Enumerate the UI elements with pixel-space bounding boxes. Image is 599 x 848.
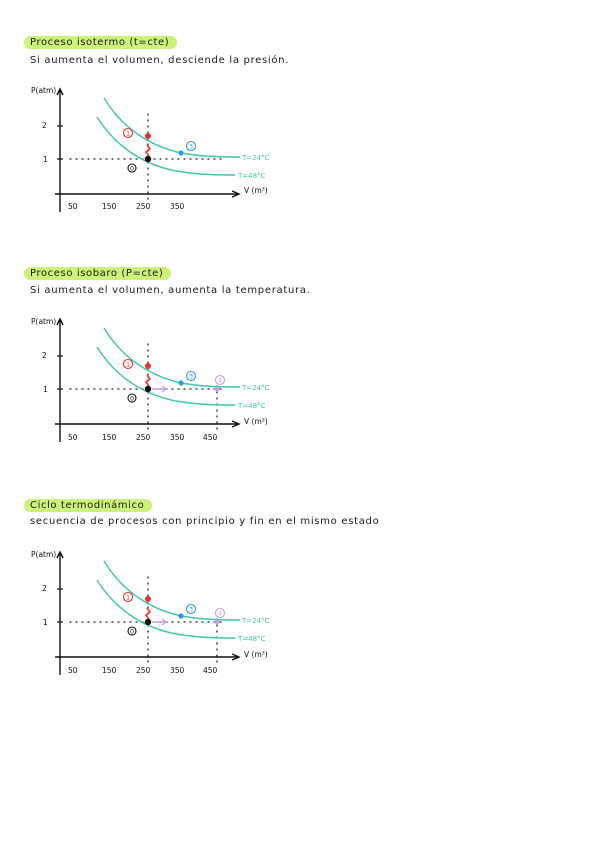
state-3-marker: [185, 370, 197, 382]
state-0-marker: [127, 626, 137, 636]
x-axis-arrow-icon: [231, 420, 241, 428]
state-3-point: [178, 380, 184, 386]
y-tick-label: 2: [42, 584, 47, 593]
isotherm-48: [96, 579, 236, 639]
pv-diagram: P(atm) V (m³) 2 1 50 150 250 350 450 T=2…: [31, 550, 270, 675]
x-tick-label: 350: [170, 202, 185, 211]
state-1-marker: [122, 591, 134, 603]
y-axis-label: P(atm): [31, 86, 56, 95]
section-description: Si aumenta el volumen, aumenta la temper…: [30, 285, 311, 296]
y-axis-label: P(atm): [31, 317, 56, 326]
section-title: Proceso isobaro (P=cte): [24, 267, 172, 280]
arrow-0-to-1-icon: [144, 144, 152, 157]
state-0-label: 0: [130, 165, 134, 173]
section-description: secuencia de procesos con principio y fi…: [30, 516, 380, 527]
x-tick-label: 250: [136, 433, 151, 442]
curve-label-48: T=48°C: [237, 172, 266, 180]
arrow-0-to-4-icon: [152, 385, 168, 393]
x-axis-label: V (m³): [244, 650, 268, 659]
y-tick-label: 1: [43, 155, 48, 164]
curve-label-48: T=48°C: [237, 635, 266, 643]
x-tick-label: 150: [102, 202, 117, 211]
state-4-label: 4: [218, 610, 222, 618]
curve-label-48: T=48°C: [237, 402, 266, 410]
state-0-point: [144, 155, 152, 163]
y-axis-label: P(atm): [31, 550, 56, 559]
isotherm-24: [103, 327, 241, 388]
x-tick-label: 450: [203, 666, 218, 675]
x-tick-label: 250: [136, 202, 151, 211]
state-3-label: 3: [189, 143, 193, 151]
curve-label-24: T=24°C: [241, 384, 270, 392]
x-axis-label: V (m³): [244, 417, 268, 426]
pv-diagram: P(atm) V (m³) 2 1 50 150 250 350 450 T=2…: [31, 317, 270, 442]
state-1-label: 1: [126, 361, 130, 369]
y-axis-arrow-icon: [56, 550, 64, 559]
x-tick-label: 350: [170, 666, 185, 675]
state-1-marker: [122, 127, 134, 139]
state-4-point: [214, 386, 220, 392]
x-tick-label: 450: [203, 433, 218, 442]
x-axis-arrow-icon: [231, 190, 241, 198]
y-tick-label: 2: [42, 121, 47, 130]
state-0-marker: [127, 393, 137, 403]
y-tick-label: 2: [42, 351, 47, 360]
y-axis-arrow-icon: [56, 87, 64, 96]
isotherm-48: [96, 116, 236, 176]
arrow-0-to-4-icon: [152, 618, 168, 626]
arrow-0-to-1-icon: [144, 374, 152, 387]
section-title: Ciclo termodinámico: [24, 499, 153, 512]
section-description: Si aumenta el volumen, desciende la pres…: [30, 55, 290, 66]
state-1-point: [145, 363, 151, 369]
y-axis-arrow-icon: [56, 317, 64, 326]
state-1-label: 1: [126, 130, 130, 138]
state-3-label: 3: [189, 373, 193, 381]
x-tick-label: 150: [102, 433, 117, 442]
state-3-point: [178, 613, 184, 619]
state-0-point: [144, 385, 152, 393]
state-4-marker: [214, 374, 226, 386]
section-title: Proceso isotermo (t=cte): [24, 36, 178, 49]
state-4-point: [214, 619, 220, 625]
x-axis-label: V (m³): [244, 186, 268, 195]
curve-label-24: T=24°C: [241, 617, 270, 625]
state-1-point: [145, 596, 151, 602]
state-1-label: 1: [126, 594, 130, 602]
state-1-marker: [122, 358, 134, 370]
state-0-point: [144, 618, 152, 626]
arrow-0-to-1-icon: [144, 607, 152, 620]
x-tick-label: 50: [68, 666, 78, 675]
isotherm-24: [103, 560, 241, 621]
state-3-marker: [185, 140, 197, 152]
state-0-label: 0: [130, 395, 134, 403]
x-tick-label: 350: [170, 433, 185, 442]
state-3-label: 3: [189, 606, 193, 614]
pv-diagram: P(atm) V (m³) 2 1 50 150 250 350 T=24°C …: [31, 86, 270, 212]
isotherm-48: [96, 346, 236, 406]
x-tick-label: 50: [68, 433, 78, 442]
state-0-marker: [127, 163, 137, 173]
state-4-marker: [214, 607, 226, 619]
y-tick-label: 1: [43, 385, 48, 394]
state-4-label: 4: [218, 377, 222, 385]
state-0-label: 0: [130, 628, 134, 636]
x-tick-label: 150: [102, 666, 117, 675]
x-axis-arrow-icon: [231, 653, 241, 661]
x-tick-label: 50: [68, 202, 78, 211]
isotherm-24: [103, 97, 241, 158]
x-tick-label: 250: [136, 666, 151, 675]
state-1-point: [145, 133, 151, 139]
state-3-marker: [185, 603, 197, 615]
curve-label-24: T=24°C: [241, 154, 270, 162]
state-3-point: [178, 150, 184, 156]
y-tick-label: 1: [43, 618, 48, 627]
